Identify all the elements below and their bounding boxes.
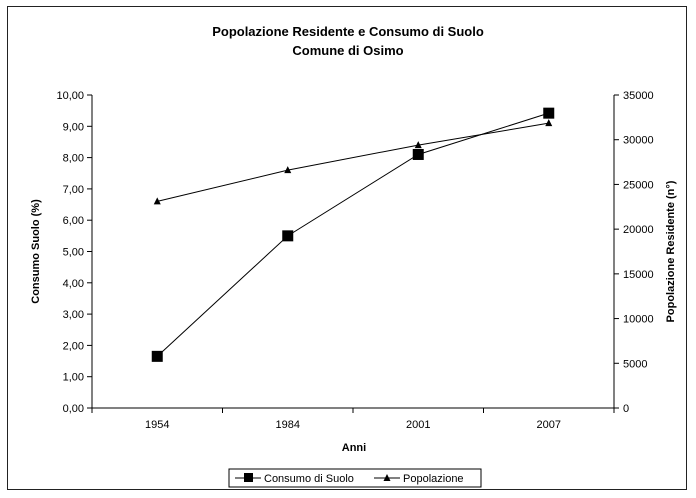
y-right-tick-label: 0 <box>623 403 629 415</box>
y-right-tick-label: 25000 <box>623 179 654 191</box>
x-tick-label: 2001 <box>406 419 430 431</box>
y-right-tick-label: 35000 <box>623 90 654 102</box>
legend-marker-consumo <box>244 473 253 482</box>
y-left-tick-label: 6,00 <box>63 215 84 227</box>
y-left-tick-label: 9,00 <box>63 121 84 133</box>
x-axis-label: Anni <box>342 442 366 454</box>
y-axis-right-label: Popolazione Residente (n°) <box>665 180 677 322</box>
y-left-tick-label: 0,00 <box>63 403 84 415</box>
y-left-tick-label: 3,00 <box>63 309 84 321</box>
y-left-tick-label: 7,00 <box>63 184 84 196</box>
y-left-tick-label: 8,00 <box>63 153 84 165</box>
data-point-consumo <box>151 350 163 362</box>
legend-label-consumo: Consumo di Suolo <box>264 473 354 485</box>
data-point-consumo <box>543 107 555 119</box>
y-left-tick-label: 2,00 <box>63 340 84 352</box>
y-left-tick-label: 5,00 <box>63 247 84 259</box>
series-line-popolazione <box>157 122 549 202</box>
x-tick-label: 1984 <box>276 419 300 431</box>
data-point-popolazione <box>414 141 422 149</box>
data-point-consumo <box>412 148 424 160</box>
legend-label-popolazione: Popolazione <box>403 473 464 485</box>
y-right-tick-label: 30000 <box>623 135 654 147</box>
y-right-tick-label: 5000 <box>623 358 647 370</box>
data-point-popolazione <box>153 197 161 205</box>
x-tick-label: 1954 <box>145 419 169 431</box>
y-right-tick-label: 20000 <box>623 224 654 236</box>
y-axis-left-label: Consumo Suolo (%) <box>30 199 42 304</box>
y-left-tick-label: 1,00 <box>63 372 84 384</box>
y-left-tick-label: 10,00 <box>56 90 84 102</box>
legend-box <box>228 468 482 488</box>
y-left-tick-label: 4,00 <box>63 278 84 290</box>
chart-title: Popolazione Residente e Consumo di Suolo <box>212 24 484 39</box>
data-point-consumo <box>282 230 294 242</box>
chart-frame: Popolazione Residente e Consumo di Suolo… <box>7 6 687 490</box>
y-right-tick-label: 15000 <box>623 269 654 281</box>
chart: Popolazione Residente e Consumo di Suolo… <box>30 24 677 488</box>
legend-marker-popolazione <box>383 474 391 481</box>
data-point-popolazione <box>284 166 292 174</box>
chart-subtitle: Comune di Osimo <box>292 43 403 58</box>
data-point-popolazione <box>545 119 553 127</box>
x-tick-label: 2007 <box>537 419 561 431</box>
series-line-consumo <box>156 112 549 357</box>
y-right-tick-label: 10000 <box>623 314 654 326</box>
